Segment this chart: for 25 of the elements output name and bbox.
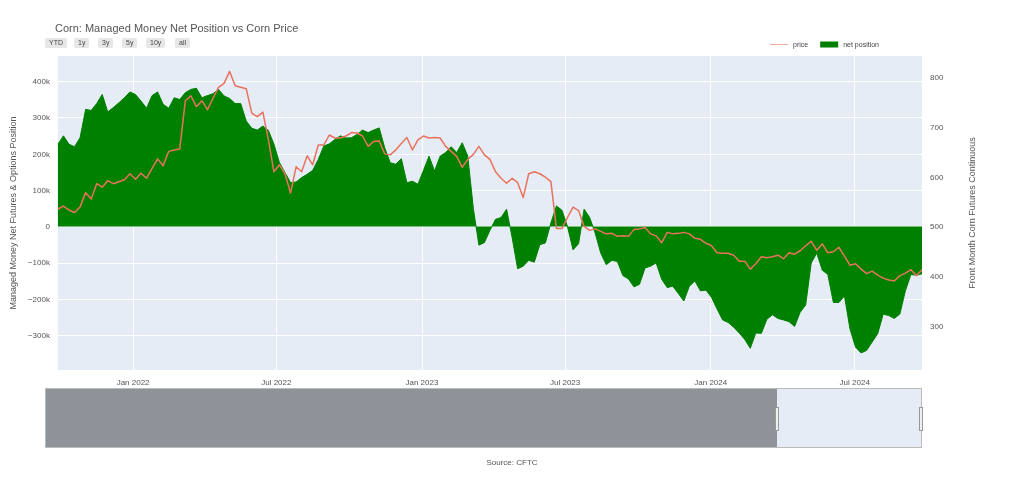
y-tick-label: 200k	[32, 149, 51, 159]
y-tick-label: −300k	[27, 331, 51, 341]
y2-tick-label: 800	[930, 73, 944, 83]
y2-tick-label: 400	[930, 272, 944, 282]
y-tick-label: −200k	[27, 294, 51, 304]
y-tick-label: 100k	[32, 185, 51, 195]
y2-tick-label: 600	[930, 172, 944, 182]
y-tick-label: 300k	[32, 113, 51, 123]
source-note: Source: CFTC	[485, 458, 539, 467]
x-tick-label: Jul 2024	[839, 377, 871, 387]
y-tick-label: −100k	[27, 258, 51, 268]
y-tick-label: 0	[45, 222, 51, 232]
x-tick-label: Jul 2022	[261, 377, 292, 387]
y-tick-label: 400k	[32, 76, 51, 86]
y2-tick-label: 500	[930, 222, 944, 232]
chart-title: Corn: Managed Money Net Position vs Corn Price	[55, 21, 299, 34]
line-series	[57, 70, 923, 282]
y2-tick-label: 700	[930, 123, 944, 133]
x-tick-label: Jan 2022	[116, 377, 151, 387]
y-axis-title: Managed Money Net Futures & Options Position	[7, 116, 18, 310]
x-tick-label: Jan 2024	[694, 377, 728, 387]
x-tick-label: Jan 2023	[405, 377, 439, 387]
y2-axis-title: Front Month Corn Futures Continuous	[966, 136, 977, 289]
x-tick-label: Jul 2023	[550, 377, 581, 387]
y2-tick-label: 300	[930, 321, 944, 331]
